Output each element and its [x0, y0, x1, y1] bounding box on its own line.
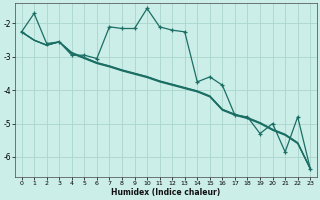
X-axis label: Humidex (Indice chaleur): Humidex (Indice chaleur) — [111, 188, 220, 197]
